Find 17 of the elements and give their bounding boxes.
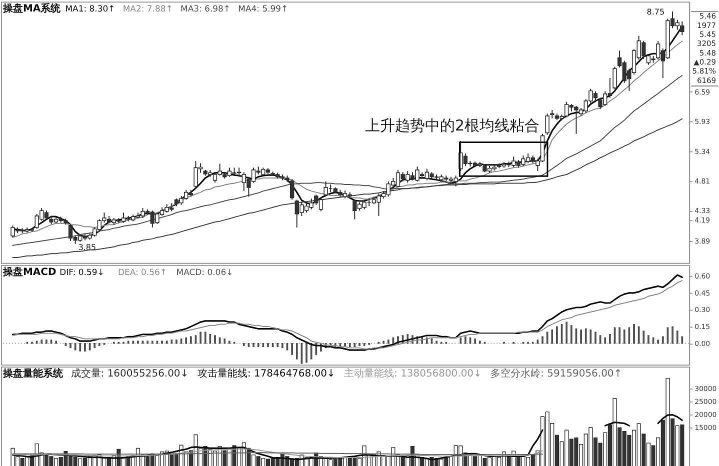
text: 成交量: 160055256.00↓ — [70, 368, 189, 380]
chart-title: 操盘MA系统 — [2, 2, 62, 15]
text: MA1: 8.30↑ — [65, 4, 116, 14]
chart-title: 操盘量能系统 — [2, 368, 64, 380]
annotation: 8.75 — [646, 7, 665, 16]
text: MA4: 5.99↑ — [238, 4, 288, 14]
text: MA2: 7.88↑ — [122, 4, 173, 14]
annotation: 上升趋势中的2根均线粘合 — [364, 116, 540, 134]
text: 攻击量能线: 178464768.00↓ — [197, 368, 336, 380]
chart-title: 操盘MACD — [2, 266, 56, 278]
annotation: 3.85 — [78, 242, 96, 252]
text: MACD: 0.06↓ — [176, 266, 234, 277]
text: DIF: 0.59↓ — [60, 266, 104, 277]
text: 主动量能线: 138056800.00↓ — [344, 368, 482, 380]
text: MA3: 6.98↑ — [180, 4, 231, 14]
text: DEA: 0.56↑ — [118, 266, 167, 277]
text: 多空分水岭: 59159056.00↑ — [490, 368, 622, 380]
